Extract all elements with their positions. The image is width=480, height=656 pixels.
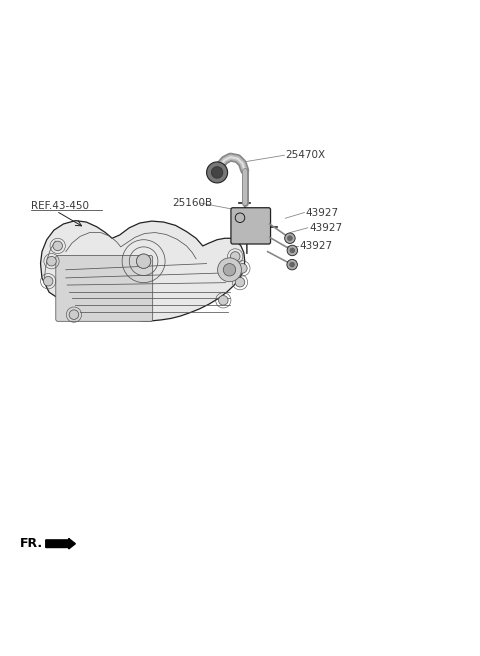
FancyBboxPatch shape xyxy=(231,208,271,244)
Circle shape xyxy=(217,258,241,281)
Circle shape xyxy=(53,241,62,251)
Circle shape xyxy=(285,233,295,243)
Text: 25160B: 25160B xyxy=(172,198,212,208)
Text: 43927: 43927 xyxy=(306,207,339,218)
Text: 43927: 43927 xyxy=(300,241,333,251)
Text: FR.: FR. xyxy=(20,537,43,550)
Circle shape xyxy=(287,259,298,270)
Circle shape xyxy=(230,252,240,261)
Circle shape xyxy=(136,254,151,268)
Circle shape xyxy=(223,264,236,276)
FancyArrow shape xyxy=(46,539,75,549)
Circle shape xyxy=(206,162,228,183)
Circle shape xyxy=(290,262,295,267)
Circle shape xyxy=(238,264,247,273)
Circle shape xyxy=(287,245,298,256)
Circle shape xyxy=(235,213,245,222)
Circle shape xyxy=(235,277,245,287)
Polygon shape xyxy=(40,220,245,321)
Text: 25470X: 25470X xyxy=(285,150,325,160)
Circle shape xyxy=(69,310,79,319)
Circle shape xyxy=(43,276,53,286)
Circle shape xyxy=(290,248,295,253)
Circle shape xyxy=(288,236,292,241)
FancyBboxPatch shape xyxy=(56,255,153,321)
Circle shape xyxy=(218,296,228,305)
Circle shape xyxy=(211,167,223,178)
Text: 43927: 43927 xyxy=(309,223,342,233)
Text: REF.43-450: REF.43-450 xyxy=(31,201,89,211)
Circle shape xyxy=(47,256,56,266)
